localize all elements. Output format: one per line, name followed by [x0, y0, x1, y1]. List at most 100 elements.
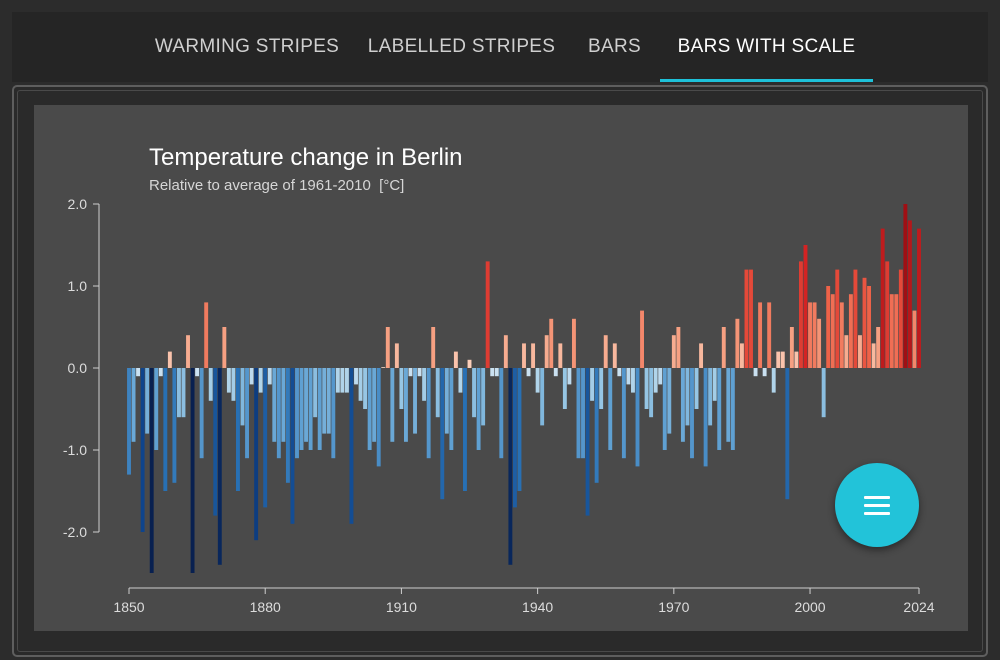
bar-2024	[917, 228, 921, 368]
bar-2002	[817, 318, 822, 368]
bar-1906	[381, 367, 386, 368]
bar-1975	[694, 368, 699, 409]
bar-1867	[204, 302, 209, 368]
bar-1968	[662, 368, 667, 450]
bar-1882	[272, 368, 277, 442]
bar-1890	[308, 368, 313, 450]
menu-fab-button[interactable]	[835, 463, 919, 547]
bar-2013	[867, 286, 872, 368]
bar-1916	[426, 368, 431, 459]
bar-1946	[562, 368, 567, 409]
bar-1911	[404, 368, 408, 442]
bar-1899	[349, 368, 354, 524]
bar-1891	[313, 368, 318, 418]
bar-1914	[417, 368, 422, 377]
bar-1979	[712, 368, 717, 401]
bar-1923	[458, 368, 463, 393]
x-tick-label-1850: 1850	[113, 599, 144, 615]
bar-2009	[848, 294, 853, 368]
bar-1937	[522, 343, 526, 368]
bar-1941	[540, 368, 545, 426]
bar-1969	[667, 368, 672, 434]
bar-1918	[435, 368, 440, 418]
bar-1994	[780, 351, 785, 368]
bar-2019	[894, 294, 899, 368]
bar-1990	[762, 368, 767, 377]
bar-1924	[463, 368, 467, 491]
bar-1913	[413, 368, 417, 434]
bar-1885	[285, 368, 290, 483]
bar-2015	[876, 327, 881, 368]
y-tick-label--1.0: -1.0	[63, 442, 87, 458]
tab-bars-with-scale[interactable]: BARS WITH SCALE	[677, 36, 856, 57]
bar-1949	[576, 368, 581, 459]
bar-1872	[226, 368, 231, 393]
tab-labelled-stripes[interactable]: LABELLED STRIPES	[367, 36, 556, 57]
bar-1971	[676, 327, 681, 368]
bar-1978	[708, 368, 713, 426]
tab-warming-stripes[interactable]: WARMING STRIPES	[154, 36, 340, 57]
bar-1908	[390, 368, 395, 442]
bar-1944	[553, 368, 558, 377]
bar-1854	[145, 368, 150, 434]
tab-bars[interactable]: BARS	[588, 36, 641, 57]
bar-1855	[149, 368, 154, 573]
bar-1873	[231, 368, 236, 401]
bar-1963	[640, 310, 644, 368]
chart-frame-inner	[17, 90, 983, 652]
bar-1893	[322, 368, 327, 434]
bar-1995	[785, 368, 790, 500]
x-tick-label-1910: 1910	[386, 599, 417, 615]
bars-group	[127, 204, 921, 573]
bar-1987	[749, 269, 753, 368]
bar-1929	[485, 261, 490, 368]
bar-1966	[653, 368, 658, 393]
bar-1965	[649, 368, 654, 418]
bar-1863	[186, 335, 190, 368]
axes-group: 2.0 1.0 0.0 -1.0 -2.0 1850 1880 1910 1940 1970 200…	[63, 196, 935, 615]
bar-1887	[295, 368, 299, 459]
bar-1948	[571, 318, 576, 368]
bar-1925	[467, 359, 472, 368]
bar-1901	[358, 368, 363, 401]
bar-1976	[699, 343, 704, 368]
y-tick-label-0.0: 0.0	[68, 360, 88, 376]
bar-1964	[644, 368, 649, 409]
bar-2023	[912, 310, 917, 368]
bar-1856	[154, 368, 159, 450]
bar-2020	[898, 269, 903, 368]
bar-1962	[635, 368, 640, 467]
bar-1922	[453, 351, 458, 368]
bar-2005	[830, 294, 835, 368]
bar-2021	[903, 204, 908, 368]
bar-1938	[526, 368, 531, 377]
x-tick-label-1880: 1880	[250, 599, 281, 615]
bar-1894	[326, 368, 331, 434]
y-tick-label-2.0: 2.0	[68, 196, 88, 212]
bar-1889	[304, 368, 309, 442]
bar-1930	[490, 368, 495, 377]
bar-1980	[717, 368, 722, 450]
y-tick-label--2.0: -2.0	[63, 524, 87, 540]
bar-1864	[190, 368, 195, 573]
bar-1907	[385, 327, 390, 368]
bar-1857	[158, 368, 163, 377]
y-tick-label-1.0: 1.0	[68, 278, 88, 294]
bar-1970	[671, 335, 676, 368]
bar-1943	[549, 318, 554, 368]
bar-1927	[476, 368, 481, 450]
bar-1910	[399, 368, 404, 409]
tab-bar: WARMING STRIPES LABELLED STRIPES BARS BA…	[12, 12, 988, 82]
active-tab-indicator	[660, 79, 873, 82]
bar-2010	[853, 269, 858, 368]
bar-1909	[394, 343, 399, 368]
bar-1883	[276, 368, 281, 459]
bar-2016	[880, 228, 885, 368]
bar-1942	[544, 335, 549, 368]
bar-1985	[739, 343, 744, 368]
bar-1954	[599, 368, 604, 409]
bar-1974	[690, 368, 694, 459]
bar-1895	[331, 368, 336, 459]
bar-1982	[726, 368, 731, 442]
